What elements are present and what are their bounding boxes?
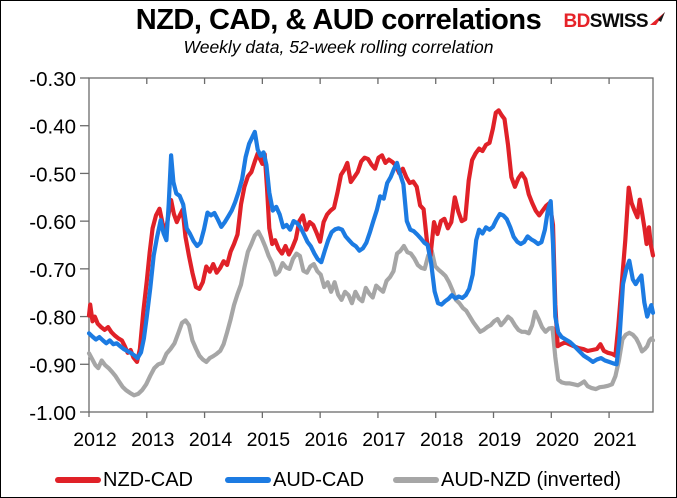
x-axis-tick-label: 2017 <box>362 429 405 451</box>
legend-label-aud-cad: AUD-CAD <box>273 468 365 491</box>
y-axis-tick-label: -0.40 <box>29 116 76 139</box>
series-line-nzd-cad <box>86 108 656 364</box>
x-axis-tick-label: 2015 <box>247 429 291 451</box>
x-axis-tick-label: 2016 <box>304 429 347 451</box>
legend-item-aud-cad: AUD-CAD <box>225 463 364 497</box>
y-axis-tick-label: -0.70 <box>29 259 76 282</box>
series-line-aud-nzd-inverted- <box>86 229 656 398</box>
x-axis-tick-label: 2018 <box>420 429 463 451</box>
legend-item-nzd-cad: NZD-CAD <box>55 463 193 497</box>
x-axis-tick-label: 2019 <box>478 429 521 451</box>
y-axis-tick-label: -0.50 <box>29 163 76 186</box>
y-axis-tick-label: -0.30 <box>29 68 76 91</box>
legend-item-aud-nzd: AUD-NZD (inverted) <box>393 463 621 497</box>
bdswiss-logo: BD SWISS <box>564 11 666 33</box>
y-axis-tick-label: -1.00 <box>29 402 76 425</box>
plot-border <box>88 77 654 413</box>
logo-text-bd: BD <box>563 11 591 32</box>
legend-label-nzd-cad: NZD-CAD <box>103 468 193 491</box>
legend-label-aud-nzd: AUD-NZD (inverted) <box>441 468 622 491</box>
aud-cad-line-swatch <box>225 477 271 483</box>
logo-text-swiss: SWISS <box>589 11 649 32</box>
x-axis-tick-label: 2014 <box>189 429 233 451</box>
x-axis-tick-label: 2013 <box>131 429 174 451</box>
series-line-aud-cad <box>86 129 656 367</box>
y-axis-tick-label: -0.60 <box>29 211 76 234</box>
chart-legend: NZD-CAD AUD-CAD AUD-NZD (inverted) <box>1 463 676 497</box>
logo-arrow-icon <box>648 11 666 33</box>
y-axis-tick-label: -0.80 <box>29 307 76 330</box>
x-axis-tick-label: 2020 <box>536 429 580 451</box>
x-axis-tick-label: 2012 <box>73 429 116 451</box>
nzd-cad-line-swatch <box>55 477 101 483</box>
chart-title: NZD, CAD, & AUD correlations <box>135 4 542 36</box>
x-axis-tick-label: 2021 <box>593 429 636 451</box>
aud-nzd-line-swatch <box>393 477 439 483</box>
y-axis-tick-label: -0.90 <box>29 354 76 377</box>
chart-subtitle: Weekly data, 52-week rolling correlation <box>183 37 494 57</box>
